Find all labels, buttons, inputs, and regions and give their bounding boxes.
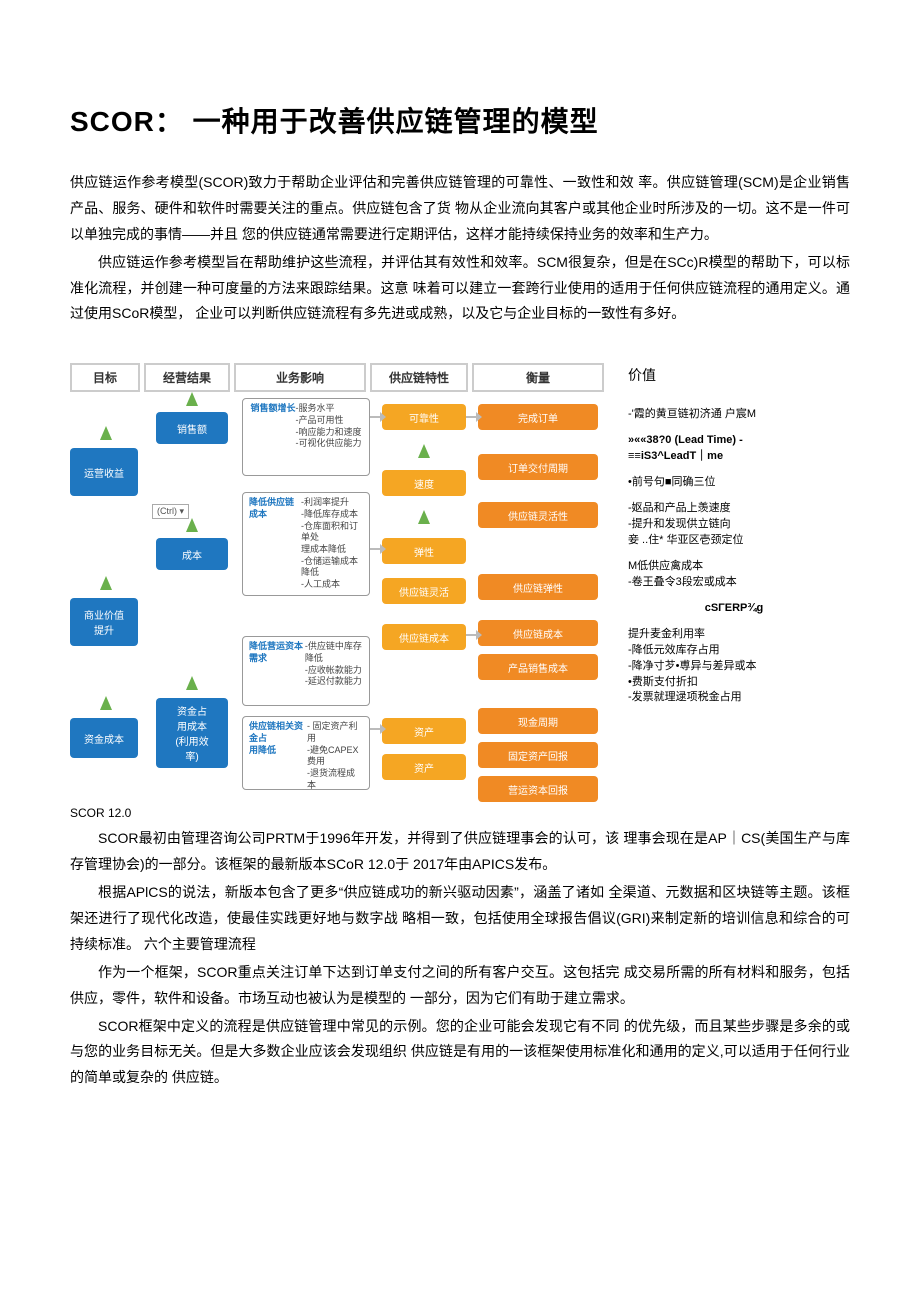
- ctrl-badge: (Ctrl) ▾: [152, 504, 189, 519]
- impact-cost-title: 降低供应链成本: [249, 497, 301, 520]
- hdr-measure: 衡量: [472, 363, 604, 392]
- rhs-r5: M低供应禽成本 -卷王叠令3段宏或成本: [628, 559, 840, 591]
- trait-flex: 弹性: [382, 538, 466, 564]
- paragraph-6: SCOR框架中定义的流程是供应链管理中常见的示例。您的企业可能会发现它有不同 的…: [70, 1014, 850, 1092]
- rhs-r4: -妪品和产品上羡速度 -提升和发现供立链向 妾 ..住* 华亚区壱颈定位: [628, 501, 840, 549]
- impact-capex-lines: - 固定资产利用 -避免CAPEX费用 -退货流程成本: [307, 721, 363, 791]
- rhs-r6: 提升麦金利用率 -降低元效库存占用 -降净寸芕•尃异与差异或本 •费斯支付折扣 …: [628, 627, 840, 707]
- arrow-up-icon: [418, 510, 430, 524]
- impact-capex-title: 供应链相关资金占 用降低: [249, 721, 307, 756]
- hdr-goal: 目标: [70, 363, 140, 392]
- measure-agile: 供应链弹性: [478, 574, 598, 600]
- arrow-right-icon: [466, 416, 476, 418]
- paragraph-2: 供应链运作参考模型旨在帮助维护这些流程，并评估其有效性和效率。SCM很复杂，但是…: [70, 250, 850, 328]
- measure-cost: 供应链成本: [478, 620, 598, 646]
- impact-working: 降低营运资本需求-供应链中库存降低 -应收帐款能力 -延迟付款能力: [242, 636, 370, 706]
- diagram-body: 运营收益 商业价值 提升 资金成本 销售额 成本 资金占 用成本 (利用效 率)…: [70, 398, 610, 798]
- page-title: SCOR： 一种用于改善供应链管理的模型: [70, 100, 850, 140]
- impact-sales-lines: -服务水平 -产品可用性 -响应能力和速度 -可视化供应能力: [296, 403, 362, 450]
- trait-reliability: 可靠性: [382, 404, 466, 430]
- paragraph-4: 根据APlCS的说法，新版本包含了更多“供应链成功的新兴驱动因素”，涵盖了诸如 …: [70, 880, 850, 958]
- rhs-r6t: cSΓERP¾g: [628, 601, 840, 617]
- trait-asset1: 资产: [382, 718, 466, 744]
- result-cost: 成本: [156, 538, 228, 570]
- impact-capex: 供应链相关资金占 用降低- 固定资产利用 -避免CAPEX费用 -退货流程成本: [242, 716, 370, 790]
- impact-cost-lines: -利润率提升 -降低库存成本 -仓库面积和订单处 理成本降低 -仓储运输成本降低…: [301, 497, 363, 591]
- rhs-r3: •前号句■同确三位: [628, 475, 840, 491]
- arrow-up-icon: [186, 392, 198, 406]
- arrow-up-icon: [100, 696, 112, 710]
- measure-working: 营运资本回报: [478, 776, 598, 802]
- rhs-r1: -'霞的黄亘链初济通 户宸M: [628, 407, 840, 423]
- goal-capital: 资金成本: [70, 718, 138, 758]
- diagram-headers: 目标 经营结果 业务影响 供应链特性 衡量: [70, 363, 610, 392]
- diagram-left: 目标 经营结果 业务影响 供应链特性 衡量 运营收益 商业价值 提升 资金成本 …: [70, 363, 610, 798]
- measure-cash: 现金周期: [478, 708, 598, 734]
- measure-lead: 订单交付周期: [478, 454, 598, 480]
- scor-diagram: 目标 经营结果 业务影响 供应链特性 衡量 运营收益 商业价值 提升 资金成本 …: [70, 363, 850, 798]
- result-sales: 销售额: [156, 412, 228, 444]
- paragraph-3: SCOR最初由管理咨询公司PRTM于1996年开发，并得到了供应链理事会的认可，…: [70, 826, 850, 878]
- hdr-impact: 业务影响: [234, 363, 366, 392]
- paragraph-5: 作为一个框架，SCOR重点关注订单下达到订单支付之间的所有客户交互。这包括完 成…: [70, 960, 850, 1012]
- goal-operating: 运营收益: [70, 448, 138, 496]
- impact-sales-title: 销售额增长: [250, 403, 295, 415]
- arrow-right-icon: [370, 728, 380, 730]
- hdr-result: 经营结果: [144, 363, 230, 392]
- arrow-right-icon: [370, 548, 380, 550]
- result-capital: 资金占 用成本 (利用效 率): [156, 698, 228, 768]
- paragraph-1: 供应链运作参考模型(SCOR)致力于帮助企业评估和完善供应链管理的可靠性、一致性…: [70, 170, 850, 248]
- goal-value: 商业价值 提升: [70, 598, 138, 646]
- rhs-title: 价值: [628, 365, 840, 385]
- arrow-up-icon: [100, 576, 112, 590]
- measure-order: 完成订单: [478, 404, 598, 430]
- rhs-r2b: ≡≡iS3^LeadT｜me: [628, 449, 840, 465]
- measure-fixed: 固定资产回报: [478, 742, 598, 768]
- arrow-right-icon: [370, 416, 380, 418]
- arrow-up-icon: [186, 676, 198, 690]
- trait-agile: 供应链灵活: [382, 578, 466, 604]
- arrow-up-icon: [418, 444, 430, 458]
- trait-cost: 供应链成本: [382, 624, 466, 650]
- impact-working-lines: -供应链中库存降低 -应收帐款能力 -延迟付款能力: [305, 641, 363, 688]
- diagram-caption: SCOR 12.0: [70, 806, 850, 820]
- arrow-up-icon: [186, 518, 198, 532]
- measure-cogs: 产品销售成本: [478, 654, 598, 680]
- impact-sales: 销售额增长-服务水平 -产品可用性 -响应能力和速度 -可视化供应能力: [242, 398, 370, 476]
- trait-asset2: 资产: [382, 754, 466, 780]
- trait-speed: 速度: [382, 470, 466, 496]
- measure-flex: 供应链灵活性: [478, 502, 598, 528]
- arrow-right-icon: [466, 634, 476, 636]
- impact-working-title: 降低营运资本需求: [249, 641, 305, 664]
- diagram-rhs: 价值 -'霞的黄亘链初济通 户宸M »««38?0 (Lead Time) - …: [610, 363, 840, 798]
- rhs-r2a: »««38?0 (Lead Time) -: [628, 433, 840, 449]
- arrow-up-icon: [100, 426, 112, 440]
- hdr-trait: 供应链特性: [370, 363, 468, 392]
- impact-cost: 降低供应链成本-利润率提升 -降低库存成本 -仓库面积和订单处 理成本降低 -仓…: [242, 492, 370, 596]
